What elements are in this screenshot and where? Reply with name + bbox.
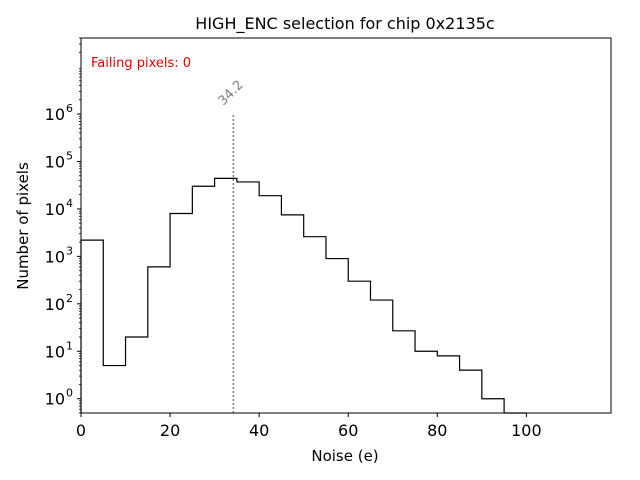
x-tick-label: 0: [76, 421, 86, 440]
histogram-bin: [482, 399, 504, 413]
y-tick-exponent: 0: [66, 387, 73, 400]
x-axis-ticks: 0 20 40 60 80 100: [76, 413, 542, 440]
y-axis-label: Number of pixels: [14, 162, 32, 290]
y-tick-label: 10: [45, 390, 65, 409]
histogram-bin: [460, 370, 482, 413]
histogram-bin: [170, 214, 192, 413]
histogram-bin: [237, 182, 259, 413]
histogram-bin: [304, 237, 326, 413]
x-tick-label: 40: [249, 421, 269, 440]
failing-pixels-annotation: Failing pixels: 0: [91, 56, 191, 71]
y-tick-exponent: 3: [66, 244, 73, 257]
y-tick-exponent: 1: [66, 339, 73, 352]
histogram-bin: [103, 366, 125, 413]
x-tick-label: 60: [338, 421, 358, 440]
histogram-bin: [393, 331, 415, 413]
histogram-bin: [370, 300, 392, 413]
plot-frame: [80, 37, 612, 414]
x-tick-label: 100: [511, 421, 542, 440]
histogram-bin: [415, 351, 437, 413]
x-axis-label: Noise (e): [311, 447, 378, 465]
histogram-bin: [326, 259, 348, 413]
y-tick-label: 10: [45, 152, 65, 171]
y-tick-label: 10: [45, 200, 65, 219]
y-tick-label: 10: [45, 295, 65, 314]
histogram-bin: [126, 337, 148, 413]
y-tick-label: 10: [45, 342, 65, 361]
y-tick-exponent: 2: [66, 292, 73, 305]
histogram-bin: [259, 196, 281, 413]
histogram-bin: [437, 356, 459, 413]
chart-title: HIGH_ENC selection for chip 0x2135c: [195, 14, 494, 34]
histogram-bin: [192, 186, 214, 413]
y-tick-exponent: 6: [66, 102, 73, 115]
histogram-bin: [148, 267, 170, 413]
histogram-bin: [81, 240, 103, 413]
y-tick-exponent: 5: [66, 149, 73, 162]
y-tick-label: 10: [45, 105, 65, 124]
histogram-bin: [348, 281, 370, 413]
histogram-step-outline: [80, 177, 527, 414]
y-tick-exponent: 4: [66, 197, 73, 210]
x-tick-label: 20: [160, 421, 180, 440]
histogram-bin: [281, 215, 303, 413]
x-tick-label: 80: [427, 421, 447, 440]
y-tick-label: 10: [45, 247, 65, 266]
